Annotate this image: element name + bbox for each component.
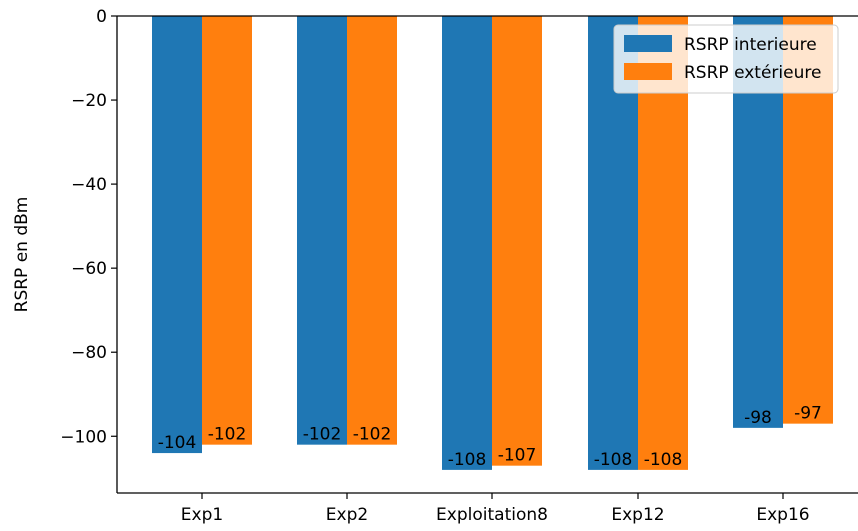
bar-value-label: -102 (208, 425, 247, 445)
y-tick-label: −20 (71, 91, 107, 111)
bar-value-label: -108 (594, 450, 633, 470)
legend-label: RSRP extérieure (684, 63, 821, 83)
bar-value-label: -108 (448, 450, 487, 470)
bar-value-label: -102 (303, 425, 342, 445)
legend-swatch (624, 35, 672, 52)
y-axis-label: RSRP en dBm (12, 197, 32, 313)
bar-interieure-exp1 (152, 16, 202, 454)
y-tick-label: −60 (71, 259, 107, 279)
bar-interieure-exp2 (297, 16, 347, 445)
x-tick-label: Exp16 (756, 505, 809, 525)
x-tick-label: Exp2 (326, 505, 368, 525)
y-tick-label: −40 (71, 175, 107, 195)
legend: RSRP interieure RSRP extérieure (613, 24, 839, 94)
bar-exterieure-exp1 (202, 16, 252, 445)
axes-group: 0 −20 −40 −60 −80 −100 Exp1 Exp2 Exploitation8 Ex… (60, 7, 858, 525)
y-tick-label: −100 (60, 427, 107, 447)
x-tick-label: Exp12 (611, 505, 664, 525)
bar-exterieure-exploitation8 (492, 16, 542, 466)
y-tick-label: −80 (71, 343, 107, 363)
bar-value-label: -97 (794, 404, 822, 424)
legend-label: RSRP interieure (684, 35, 817, 55)
bar-value-label: -104 (158, 433, 197, 453)
bar-interieure-exploitation8 (442, 16, 492, 470)
bar-value-label: -102 (353, 425, 392, 445)
bar-value-label: -107 (498, 446, 537, 466)
bar-value-label: -108 (644, 450, 683, 470)
x-tick-label: Exploitation8 (436, 505, 548, 525)
x-tick-label: Exp1 (181, 505, 223, 525)
bar-exterieure-exp2 (347, 16, 397, 445)
bar-labels-group: -104 -102 -108 -108 -98 -102 -102 -107 -108 -97 (158, 404, 822, 470)
bar-value-label: -98 (744, 408, 772, 428)
y-tick-label: 0 (96, 7, 107, 27)
legend-swatch (624, 63, 672, 80)
